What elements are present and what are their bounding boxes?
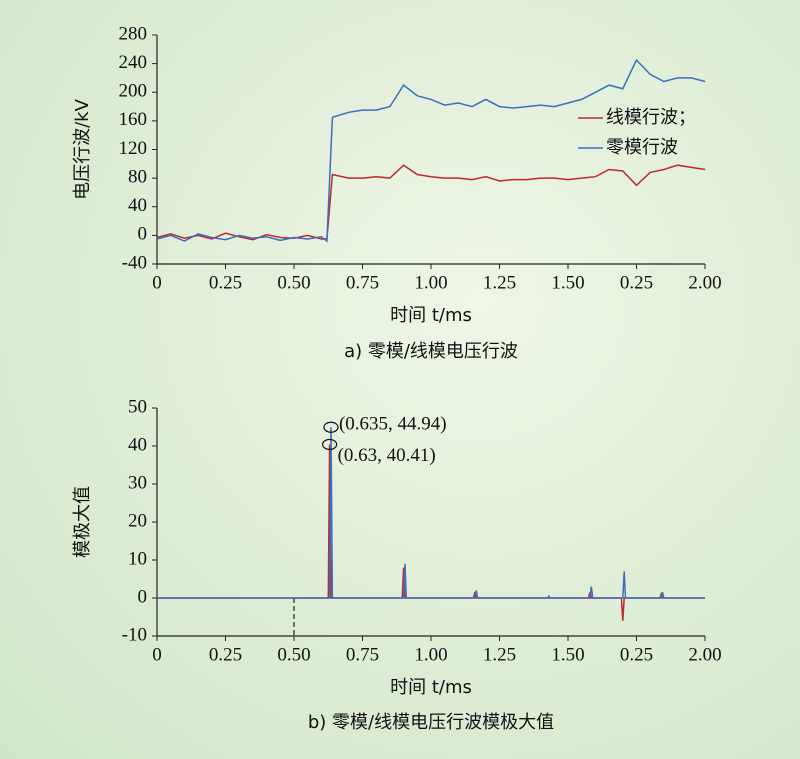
y-tick-label: 0 (138, 586, 148, 607)
x-tick-label: 0.50 (277, 272, 310, 293)
x-tick-label: 0.25 (620, 644, 653, 665)
x-tick-label: 0 (152, 644, 162, 665)
x-tick-label: 1.00 (414, 644, 447, 665)
y-tick-label: -10 (122, 624, 147, 645)
series-line (156, 58, 706, 243)
annotation: (0.63, 40.41) (338, 445, 436, 466)
chart-caption: a) 零模/线模电压行波 (344, 341, 518, 362)
y-tick-label: 40 (128, 434, 147, 455)
y-tick-label: 20 (128, 510, 147, 531)
annotation-marker (323, 421, 339, 433)
y-tick-label: 160 (119, 109, 148, 130)
series-line (157, 427, 705, 599)
x-axis-title: 时间 t/ms (390, 677, 472, 698)
x-tick-label: 0.25 (209, 644, 242, 665)
legend-label: 线模行波； (606, 107, 696, 128)
y-tick-label: 50 (128, 396, 147, 417)
x-tick-label: 1.50 (551, 272, 584, 293)
x-tick-label: 1.00 (414, 272, 447, 293)
y-tick-label: 280 (119, 23, 148, 44)
y-axis-title: 模极大值 (72, 486, 93, 558)
y-tick-label: 120 (119, 138, 148, 159)
x-tick-label: 0 (152, 272, 162, 293)
x-tick-label: 0.25 (209, 272, 242, 293)
legend-label: 零模行波 (606, 137, 678, 158)
y-tick-label: 40 (128, 195, 147, 216)
y-tick-label: 200 (119, 81, 148, 102)
y-tick-label: 80 (128, 166, 147, 187)
annotation: (0.635, 44.94) (339, 414, 447, 435)
annotation-marker (322, 438, 338, 451)
x-tick-label: 1.25 (483, 272, 516, 293)
x-axis-title: 时间 t/ms (390, 305, 472, 326)
x-tick-label: 2.00 (688, 644, 721, 665)
x-tick-label: 0.25 (620, 272, 653, 293)
y-tick-label: 10 (128, 548, 147, 569)
x-tick-label: 0.75 (346, 644, 379, 665)
x-tick-label: 1.50 (551, 644, 584, 665)
x-tick-label: 0.50 (277, 644, 310, 665)
y-tick-label: 240 (119, 52, 148, 73)
x-tick-label: 0.75 (346, 272, 379, 293)
chart-caption: b) 零模/线模电压行波模极大值 (308, 712, 554, 733)
x-tick-label: 1.25 (483, 644, 516, 665)
y-tick-label: 30 (128, 472, 147, 493)
y-axis-title: 电压行波/kV (72, 98, 93, 199)
y-tick-label: -40 (122, 252, 147, 273)
x-tick-label: 2.00 (688, 272, 721, 293)
series-line (156, 164, 706, 241)
y-tick-label: 0 (138, 224, 148, 245)
